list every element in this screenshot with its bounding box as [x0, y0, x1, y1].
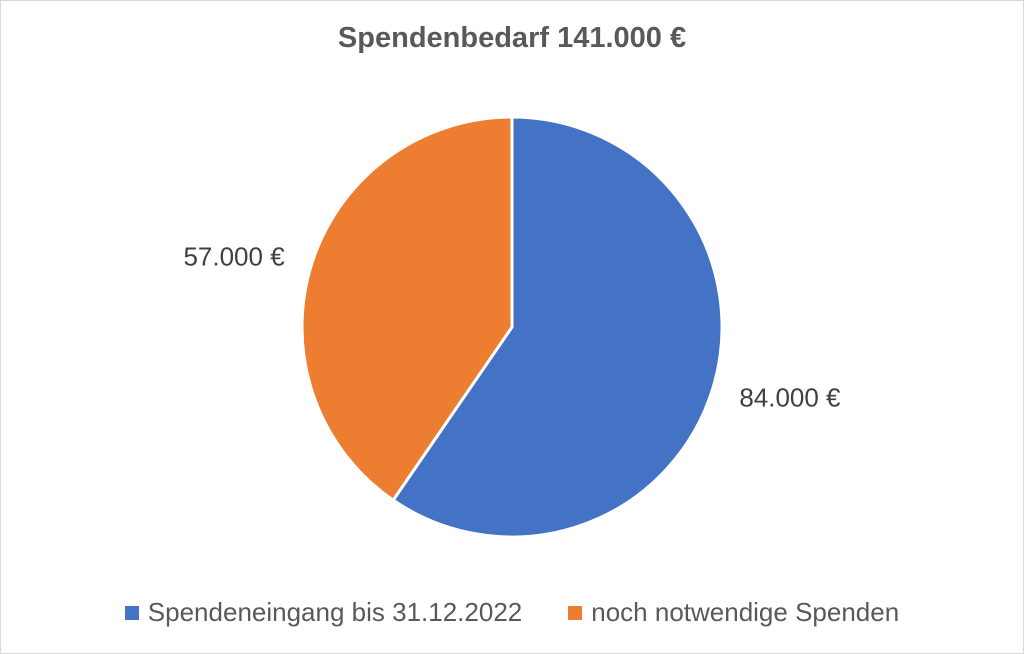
- legend-label-noch-notwendige-spenden: noch notwendige Spenden: [591, 597, 900, 627]
- data-label-noch-notwendige-spenden: 57.000 €: [183, 241, 285, 271]
- pie-slice-noch-notwendige-spenden: [300, 115, 514, 503]
- pie-slices: [300, 115, 724, 539]
- legend-swatch-blue: [124, 605, 139, 620]
- chart-title: Spendenbedarf 141.000 €: [337, 22, 687, 54]
- pie-slice-spendeneingang: [391, 115, 724, 539]
- legend-item-noch-notwendige-spenden: noch notwendige Spenden: [568, 597, 899, 628]
- legend-label-spendeneingang: Spendeneingang bis 31.12.2022: [147, 597, 523, 627]
- legend-swatch-orange: [568, 605, 583, 620]
- legend-item-spendeneingang: Spendeneingang bis 31.12.2022: [124, 597, 523, 628]
- data-label-spendeneingang: 84.000 €: [739, 383, 841, 413]
- chart-legend: Spendeneingang bis 31.12.2022 noch notwe…: [0, 597, 1024, 628]
- pie-data-labels: 84.000 € 57.000 €: [183, 241, 841, 412]
